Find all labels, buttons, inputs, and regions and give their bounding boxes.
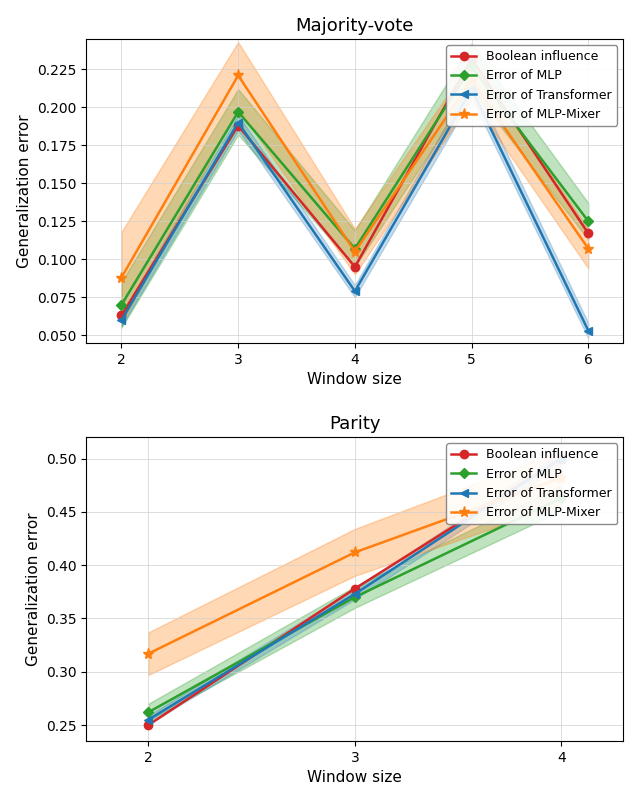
Legend: Boolean influence, Error of MLP, Error of Transformer, Error of MLP-Mixer: Boolean influence, Error of MLP, Error o… xyxy=(447,444,617,525)
Error of MLP-Mixer xyxy=(468,75,476,85)
Error of Transformer xyxy=(234,118,242,128)
Line: Error of Transformer: Error of Transformer xyxy=(144,455,566,724)
Line: Error of MLP-Mixer: Error of MLP-Mixer xyxy=(116,70,594,283)
Error of MLP-Mixer xyxy=(145,649,152,658)
Error of MLP xyxy=(557,493,565,503)
Error of Transformer xyxy=(351,589,359,599)
Error of MLP-Mixer xyxy=(351,247,359,257)
Error of MLP xyxy=(234,107,242,117)
Error of MLP-Mixer xyxy=(118,273,125,282)
Error of Transformer xyxy=(118,315,125,325)
Legend: Boolean influence, Error of MLP, Error of Transformer, Error of MLP-Mixer: Boolean influence, Error of MLP, Error o… xyxy=(447,45,617,126)
X-axis label: Window size: Window size xyxy=(307,771,403,785)
Error of MLP xyxy=(584,217,592,226)
Error of MLP-Mixer xyxy=(557,473,565,483)
Line: Error of Transformer: Error of Transformer xyxy=(117,85,593,335)
Line: Boolean influence: Boolean influence xyxy=(117,55,593,320)
Error of MLP xyxy=(118,300,125,310)
Title: Majority-vote: Majority-vote xyxy=(296,17,414,34)
Boolean influence xyxy=(584,229,592,238)
Boolean influence xyxy=(557,454,565,464)
Error of Transformer xyxy=(557,454,565,464)
Boolean influence xyxy=(468,54,476,63)
Error of Transformer xyxy=(468,84,476,94)
X-axis label: Window size: Window size xyxy=(307,372,403,387)
Error of Transformer xyxy=(351,286,359,296)
Line: Error of MLP: Error of MLP xyxy=(118,63,592,308)
Y-axis label: Generalization error: Generalization error xyxy=(17,114,31,268)
Boolean influence xyxy=(145,720,152,730)
Error of MLP xyxy=(468,62,476,71)
Boolean influence xyxy=(351,584,359,593)
Line: Boolean influence: Boolean influence xyxy=(144,455,566,729)
Boolean influence xyxy=(234,121,242,131)
Error of MLP-Mixer xyxy=(351,548,359,557)
Y-axis label: Generalization error: Generalization error xyxy=(26,512,40,666)
Error of Transformer xyxy=(145,715,152,724)
Line: Error of MLP-Mixer: Error of MLP-Mixer xyxy=(143,472,567,659)
Boolean influence xyxy=(118,310,125,320)
Boolean influence xyxy=(351,262,359,272)
Error of MLP xyxy=(145,707,152,717)
Error of MLP xyxy=(351,244,359,253)
Error of Transformer xyxy=(584,326,592,335)
Error of MLP-Mixer xyxy=(234,71,242,80)
Error of MLP xyxy=(351,593,359,602)
Line: Error of MLP: Error of MLP xyxy=(145,495,565,715)
Error of MLP-Mixer xyxy=(584,244,592,253)
Title: Parity: Parity xyxy=(329,415,381,433)
